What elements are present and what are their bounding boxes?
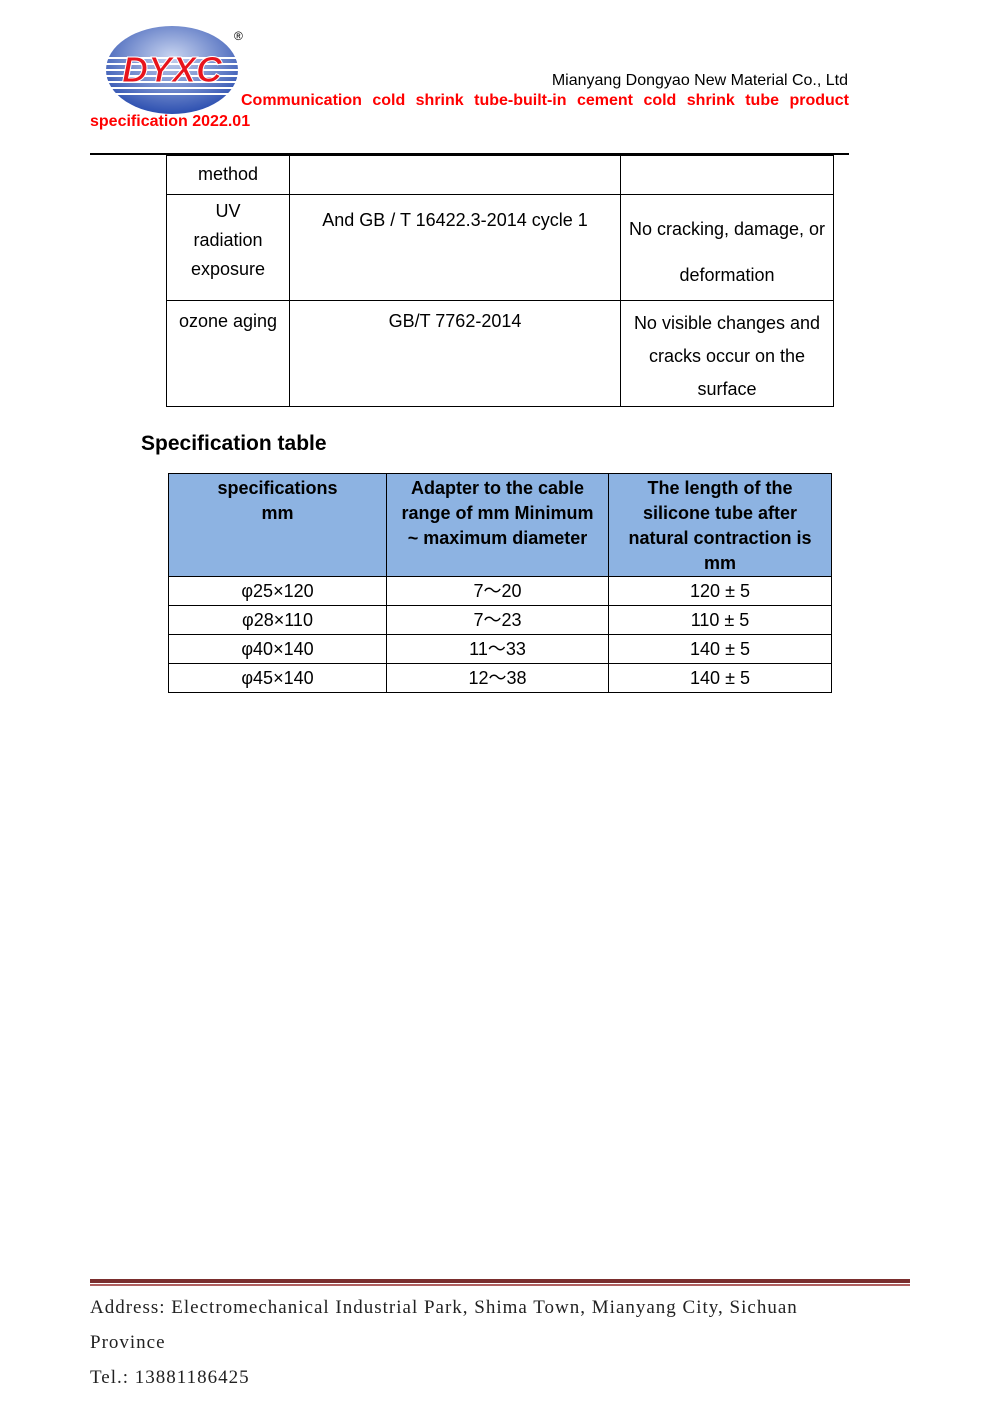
table-cell: φ40×140	[168, 634, 387, 664]
column-header: The length of the silicone tube after na…	[608, 473, 832, 577]
column-header: Adapter to the cable range of mm Minimum…	[386, 473, 609, 577]
table-row: method	[166, 155, 834, 195]
table-cell: 110 ± 5	[608, 605, 832, 635]
table-cell: φ25×120	[168, 576, 387, 606]
table-cell: GB/T 7762-2014	[289, 300, 621, 407]
dyxc-logo: DYXC ®	[106, 26, 243, 114]
test-method-table: method UV radiation exposure And GB / T …	[166, 155, 834, 407]
specification-table: specifications mm Adapter to the cable r…	[168, 473, 832, 693]
title-word: tube-built-in	[474, 92, 567, 109]
table-row: φ25×120 7～20 120 ± 5	[168, 576, 832, 606]
title-word: cold	[372, 92, 406, 109]
table-cell: 11～33	[386, 634, 609, 664]
table-row: φ45×140 12～38 140 ± 5	[168, 663, 832, 693]
table-header-row: specifications mm Adapter to the cable r…	[168, 473, 832, 577]
title-word: cold	[643, 92, 677, 109]
footer-rule-thin	[90, 1284, 910, 1286]
title-word: tube	[745, 92, 779, 109]
table-cell	[289, 155, 621, 195]
footer-address-cont: Province	[90, 1332, 166, 1353]
table-cell: φ28×110	[168, 605, 387, 635]
table-cell: ozone aging	[166, 300, 290, 407]
table-cell: No cracking, damage, or deformation	[620, 194, 834, 301]
table-row: ozone aging GB/T 7762-2014 No visible ch…	[166, 300, 834, 407]
table-cell: φ45×140	[168, 663, 387, 693]
title-word: shrink	[686, 92, 735, 109]
company-name: Mianyang Dongyao New Material Co., Ltd	[551, 72, 848, 89]
table-row: φ40×140 11～33 140 ± 5	[168, 634, 832, 664]
table-cell: UV radiation exposure	[166, 194, 290, 301]
header-rule	[90, 153, 849, 155]
table-row: UV radiation exposure And GB / T 16422.3…	[166, 194, 834, 301]
document-title-line2: specification 2022.01	[90, 113, 251, 130]
title-word: shrink	[415, 92, 464, 109]
svg-text:®: ®	[234, 29, 243, 43]
table-cell: 7～20	[386, 576, 609, 606]
document-title-line1: Communication cold shrink tube-built-in …	[241, 92, 849, 110]
table-cell: 7～23	[386, 605, 609, 635]
title-word: product	[789, 92, 849, 109]
table-cell: No visible changes and cracks occur on t…	[620, 300, 834, 407]
table-cell: method	[166, 155, 290, 195]
title-word: cement	[576, 92, 633, 109]
column-header: specifications mm	[168, 473, 387, 577]
table-cell	[620, 155, 834, 195]
footer-address: Address: Electromechanical Industrial Pa…	[90, 1297, 798, 1318]
table-cell: 140 ± 5	[608, 663, 832, 693]
section-heading: Specification table	[141, 432, 327, 455]
table-cell: And GB / T 16422.3-2014 cycle 1	[289, 194, 621, 301]
footer-tel: Tel.: 13881186425	[90, 1367, 250, 1388]
title-word: Communication	[241, 92, 362, 109]
footer-rule	[90, 1279, 910, 1283]
table-cell: 120 ± 5	[608, 576, 832, 606]
table-cell: 140 ± 5	[608, 634, 832, 664]
svg-text:DYXC: DYXC	[122, 49, 223, 90]
table-row: φ28×110 7～23 110 ± 5	[168, 605, 832, 635]
table-cell: 12～38	[386, 663, 609, 693]
